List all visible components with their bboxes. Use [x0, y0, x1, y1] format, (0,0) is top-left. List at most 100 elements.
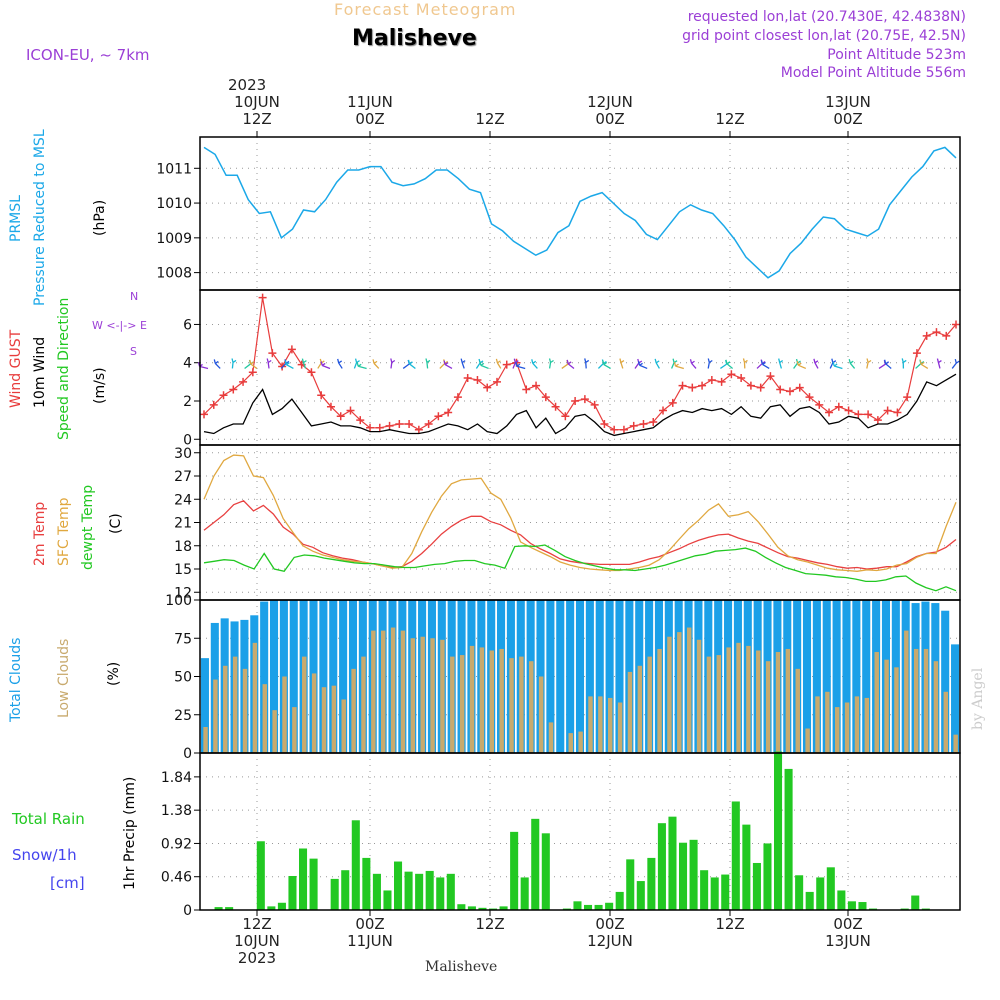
total-cloud-bar: [842, 600, 851, 753]
wind-line: [203, 373, 957, 437]
low-cloud-bar: [756, 650, 761, 753]
snow-label: Snow/1h: [12, 846, 77, 864]
gust-point: [903, 393, 912, 402]
rain-bar: [668, 816, 677, 910]
low-cloud-bar: [420, 636, 425, 753]
gust-point: [688, 383, 697, 392]
rain-bar: [837, 890, 846, 910]
gust-point: [815, 400, 824, 409]
y-tick-label: 1.84: [161, 770, 192, 786]
gust-point: [229, 385, 238, 394]
total-cloud-bar: [546, 600, 555, 753]
y-tick-label: 6: [183, 317, 192, 333]
low-cloud-bar: [489, 650, 494, 753]
low-cloud-bar: [716, 655, 722, 753]
rain-bar: [457, 904, 466, 910]
point-altitude: Point Altitude 523m: [827, 47, 966, 63]
y-tick-label: 2: [183, 394, 192, 410]
gust-point: [668, 398, 677, 407]
rain-bar: [478, 907, 487, 910]
wind-arrow: [213, 359, 221, 369]
wind-arrow: [244, 359, 254, 369]
gust-point: [502, 360, 511, 369]
wind-arrow: [548, 358, 554, 369]
wind-arrow: [689, 359, 697, 369]
gust-point: [346, 406, 355, 415]
wind-arrow: [443, 360, 453, 370]
low-cloud-bar: [844, 702, 850, 753]
rain-bar: [826, 867, 835, 910]
low-cloud-bar: [815, 696, 820, 753]
footer-location: Malisheve: [425, 959, 498, 975]
gust-point: [287, 345, 296, 354]
rain-bar: [710, 877, 719, 910]
wind-arrow: [479, 361, 489, 370]
y-tick-label: 50: [174, 670, 192, 686]
low-cloud-bar: [598, 696, 603, 753]
wind-arrow: [725, 359, 734, 369]
total-rain-label: Total Rain: [12, 810, 85, 828]
bottom-time-date: 13JUN: [825, 932, 871, 950]
low-cloud-bar: [884, 659, 889, 753]
gust-point: [200, 410, 208, 419]
gust-point: [619, 425, 628, 434]
total-cloud-bar: [575, 600, 585, 753]
y-tick-label: 1008: [156, 266, 192, 282]
gust-point: [844, 406, 853, 415]
rain-bar: [351, 820, 360, 910]
gust-point: [317, 391, 326, 400]
gust-point: [473, 375, 482, 384]
wind-arrow: [637, 361, 648, 370]
low-cloud-bar: [302, 656, 307, 753]
low-cloud-bar: [775, 652, 781, 753]
low-cloud-bar: [242, 668, 248, 753]
wind-arrow: [317, 358, 325, 369]
low-cloud-bar: [459, 655, 465, 753]
gust-point: [268, 349, 277, 358]
low-cloud-bar: [667, 636, 672, 753]
gust-point: [873, 416, 882, 425]
y-tick-label: 1.38: [161, 803, 192, 819]
rain-bar: [531, 818, 540, 910]
gust-point: [629, 421, 638, 430]
low-cloud-bar: [203, 726, 208, 753]
rain-bar: [774, 751, 783, 910]
gust-point: [326, 402, 335, 411]
low-cloud-bar: [864, 697, 870, 753]
gust-point: [209, 400, 218, 409]
top-time-hour: 00Z: [595, 110, 625, 128]
chart-subtitle: Forecast Meteogram: [334, 0, 517, 19]
gust-point: [541, 393, 550, 402]
wind-arrow: [866, 358, 872, 369]
y-tick-label: 27: [174, 469, 192, 485]
bottom-time-hour: 00Z: [833, 915, 863, 933]
wind-arrow: [619, 358, 625, 369]
rain-bar: [309, 858, 318, 910]
gust-point: [336, 412, 345, 421]
wind-arrow: [356, 362, 367, 370]
y-tick-label: 21: [174, 516, 192, 532]
bottom-time-date: 10JUN: [234, 932, 280, 950]
bottom-time-year: 2023: [237, 949, 277, 967]
low-cloud-bar: [548, 722, 554, 753]
bottom-time-hour: 12Z: [475, 915, 505, 933]
low-cloud-bar: [617, 702, 623, 753]
wind-arrow: [778, 358, 784, 369]
gust-point: [258, 293, 267, 302]
wind-arrow: [515, 362, 526, 370]
bottom-time-label: 12Z: [455, 916, 525, 933]
top-time-label: 12Z: [700, 94, 760, 128]
gust-point: [805, 393, 814, 402]
bottom-time-label: 00Z 12JUN: [575, 916, 645, 950]
gust-point: [483, 383, 492, 392]
rain-bar: [626, 859, 635, 910]
gust-point: [864, 410, 873, 419]
rain-bar: [752, 862, 761, 910]
bottom-time-label: 00Z 13JUN: [813, 916, 883, 950]
compass-s: S: [130, 345, 137, 358]
top-time-date: 10JUN: [234, 93, 280, 111]
gust-point: [893, 408, 902, 417]
wind-arrow: [249, 359, 258, 369]
low-cloud-bar: [538, 676, 544, 753]
